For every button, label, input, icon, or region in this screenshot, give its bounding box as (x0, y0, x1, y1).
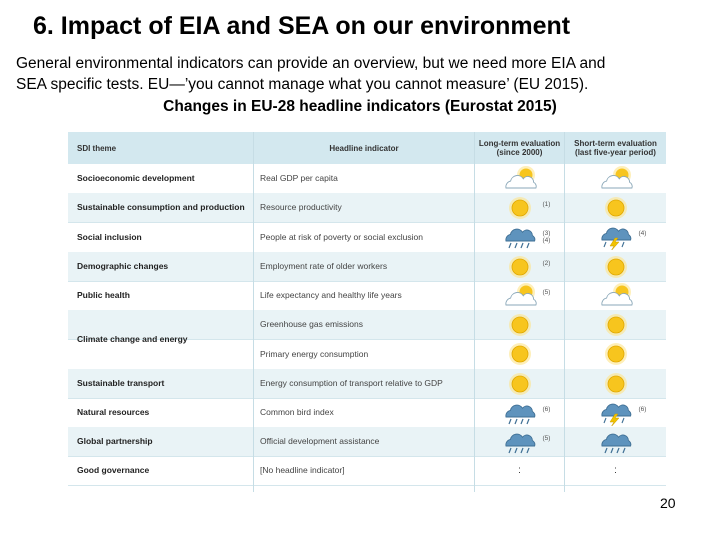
short-term-cell: : (565, 456, 666, 485)
long-term-cell: : (475, 456, 564, 485)
long-term-cell: (5) (475, 281, 564, 310)
table-row: Socioeconomic development Real GDP per ca… (68, 164, 666, 194)
sun-icon (497, 371, 543, 397)
storm-cloud-icon: (6) (593, 400, 646, 426)
sun-icon (593, 341, 639, 367)
short-term-cell: (4) (565, 222, 666, 252)
long-term-cell (475, 164, 564, 193)
footnote-marker: (6) (542, 405, 551, 413)
sun-cloud-icon: (5) (497, 282, 550, 309)
sun-cloud-icon (593, 165, 639, 192)
sun-icon (593, 254, 639, 280)
long-term-cell: (1) (475, 193, 564, 222)
short-term-cell (565, 310, 666, 339)
long-term-cell: (2) (475, 252, 564, 281)
indicator-cell: Life expectancy and healthy life years (260, 290, 402, 300)
indicator-cell: Common bird index (260, 407, 334, 417)
short-term-cell (565, 281, 666, 310)
not-available-marker: : (518, 465, 521, 476)
rain-cloud-icon: (6) (497, 400, 550, 426)
sun-icon (593, 312, 639, 338)
short-term-cell (565, 252, 666, 281)
indicator-cell: Employment rate of older workers (260, 261, 388, 271)
theme-cell: Sustainable consumption and production (77, 202, 245, 212)
short-term-cell (565, 427, 666, 456)
theme-cell: Socioeconomic development (77, 173, 195, 183)
long-term-cell: (3)(4) (475, 222, 564, 252)
body-line-1: General environmental indicators can pro… (16, 55, 606, 72)
indicator-cell: Energy consumption of transport relative… (260, 378, 443, 388)
table-row: Demographic changes Employment rate of ol… (68, 252, 666, 282)
long-term-cell (475, 310, 564, 339)
indicator-cell: [No headline indicator] (260, 465, 345, 475)
storm-cloud-icon: (4) (593, 224, 646, 250)
indicator-cell: Real GDP per capita (260, 173, 338, 183)
header-long-term: Long-term evaluation (since 2000) (478, 139, 561, 157)
table-row: Public health Life expectancy and healthy… (68, 281, 666, 311)
long-term-cell (475, 339, 564, 369)
theme-cell: Sustainable transport (77, 378, 165, 388)
short-term-cell (565, 164, 666, 193)
long-term-cell: (6) (475, 398, 564, 427)
sun-icon (497, 312, 543, 338)
header-short-term: Short-term evaluation (last five-year pe… (574, 139, 657, 157)
footnote-marker: (4) (638, 230, 647, 237)
indicator-table: SDI theme Headline indicator Long-term e… (68, 132, 666, 492)
sun-icon (593, 195, 639, 221)
table-row: Social inclusion People at risk of povert… (68, 222, 666, 253)
indicator-cell: Official development assistance (260, 436, 380, 446)
theme-cell: Public health (77, 290, 130, 300)
short-term-cell (565, 193, 666, 222)
rain-cloud-icon: (5) (497, 429, 550, 455)
table-row: Natural resources Common bird index (6) (6) (68, 398, 666, 428)
footnote-marker: (6) (638, 405, 647, 413)
sun-icon (497, 341, 543, 367)
sun-icon: (1) (497, 195, 550, 221)
theme-cell: Demographic changes (77, 261, 169, 271)
theme-cell: Good governance (77, 465, 150, 475)
footnote-marker: (5) (542, 434, 551, 442)
figure-caption: Changes in EU-28 headline indicators (Eu… (163, 98, 557, 115)
indicator-cell: Primary energy consumption (260, 348, 369, 359)
theme-cell: Climate change and energy (77, 334, 188, 344)
table-row: Global partnership Official development a… (68, 427, 666, 457)
long-term-cell (475, 369, 564, 398)
sun-cloud-icon (593, 282, 639, 309)
theme-cell: Natural resources (77, 407, 150, 417)
short-term-cell (565, 369, 666, 398)
table-row: Good governance [No headline indicator]:: (68, 456, 666, 486)
long-term-cell: (5) (475, 427, 564, 456)
theme-cell: Global partnership (77, 436, 153, 446)
sun-icon (593, 371, 639, 397)
page-number: 20 (660, 495, 676, 511)
table-row: Sustainable consumption and production Re… (68, 193, 666, 223)
sun-icon: (2) (497, 254, 550, 280)
rain-cloud-icon: (3)(4) (497, 224, 550, 250)
footnote-marker: (1) (542, 200, 551, 208)
slide-body: General environmental indicators can pro… (16, 53, 716, 95)
short-term-cell: (6) (565, 398, 666, 427)
indicator-cell: Greenhouse gas emissions (260, 319, 364, 329)
indicator-cell: People at risk of poverty or social excl… (260, 231, 423, 242)
indicator-cell: Resource productivity (260, 202, 342, 212)
sun-cloud-icon (497, 165, 543, 192)
body-line-2: SEA specific tests. EU—’you cannot manag… (16, 76, 589, 93)
footnote-marker: (3)(4) (542, 230, 551, 244)
header-theme: SDI theme (77, 143, 117, 153)
theme-cell: Social inclusion (77, 231, 142, 242)
table-row: Sustainable transport Energy consumption … (68, 369, 666, 399)
rain-cloud-icon (593, 429, 639, 455)
header-indicator: Headline indicator (329, 143, 399, 153)
short-term-cell (565, 339, 666, 369)
table-header: SDI theme Headline indicator Long-term e… (68, 132, 666, 164)
footnote-marker: (5) (542, 288, 551, 296)
table-row: Primary energy consumption (68, 339, 666, 370)
theme-cell (68, 339, 253, 369)
slide-title: 6. Impact of EIA and SEA on our environm… (33, 12, 571, 40)
footnote-marker: (2) (542, 259, 551, 267)
table-row: Climate change and energy Greenhouse gas … (68, 310, 666, 344)
not-available-marker: : (614, 465, 617, 476)
